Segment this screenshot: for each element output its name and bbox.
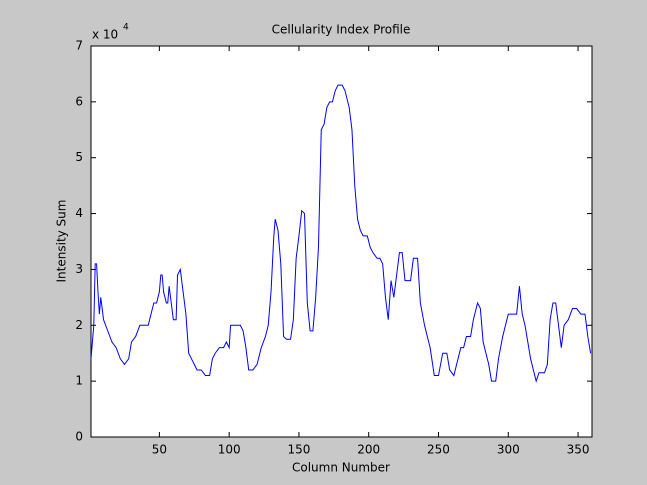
y-tick-label: 6 <box>75 94 83 108</box>
y-tick-label: 1 <box>75 374 83 388</box>
x-tick-label: 200 <box>357 443 380 457</box>
data-line <box>90 84 592 383</box>
x-tick-label: 350 <box>567 443 590 457</box>
y-tick-label: 0 <box>75 430 83 444</box>
x-tick-label: 50 <box>152 443 167 457</box>
x-tick-label: 300 <box>497 443 520 457</box>
y-tick-label: 4 <box>75 206 83 220</box>
y-tick-label: 7 <box>75 39 83 53</box>
y-tick-label: 2 <box>75 318 83 332</box>
y-tick-label: 5 <box>75 150 83 164</box>
y-tick-label: 3 <box>75 262 83 276</box>
x-tick-label: 150 <box>287 443 310 457</box>
plot-area <box>90 45 593 438</box>
x-tick-label: 100 <box>218 443 241 457</box>
x-axis-label: Column Number <box>292 461 390 475</box>
y-axis-label: Intensity Sum <box>55 200 69 283</box>
y-multiplier: x 10 <box>92 28 118 42</box>
y-multiplier-exponent: 4 <box>123 23 129 33</box>
x-tick-label: 250 <box>427 443 450 457</box>
chart-title: Cellularity Index Profile <box>272 23 411 37</box>
